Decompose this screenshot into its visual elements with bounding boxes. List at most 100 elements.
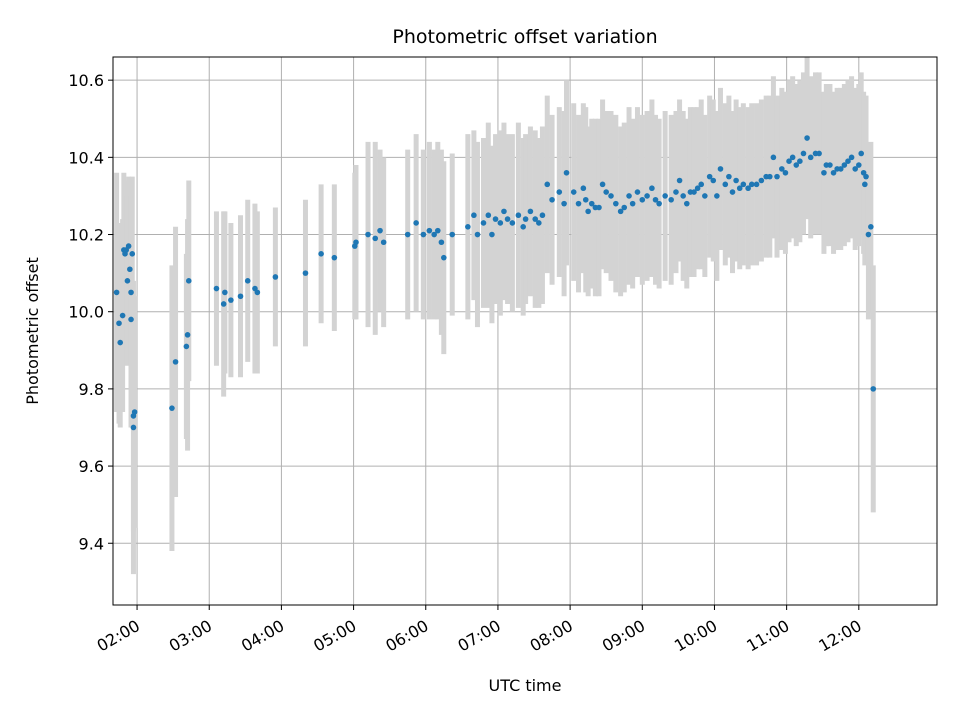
data-point [563,169,570,176]
y-tick-label: 10.0 [68,303,104,322]
data-point [837,166,844,172]
data-point [228,297,234,303]
data-point [426,227,433,234]
data-point [804,135,810,141]
data-point [471,212,477,219]
data-point [726,173,732,180]
data-point [789,154,796,161]
data-point [544,181,551,188]
data-point [753,181,760,188]
data-point [377,227,383,234]
data-point [497,220,504,226]
data-point [501,208,507,215]
data-point [509,220,516,226]
data-point [117,339,124,346]
data-point [717,166,724,172]
data-point [527,208,534,215]
data-point [492,216,499,222]
data-point [621,204,628,211]
data-point [683,200,690,207]
data-point [127,266,133,273]
y-tick-label: 9.8 [79,380,104,399]
data-point [485,212,492,219]
data-point [797,158,803,164]
data-point [520,224,526,230]
y-tick-label: 9.6 [79,457,104,476]
data-point [758,177,765,184]
data-point [782,169,789,176]
data-point [237,293,244,300]
data-point [124,278,131,284]
data-point [128,289,134,296]
data-point [680,193,686,199]
data-point [536,220,542,226]
data-point [779,166,785,172]
data-point [222,289,228,296]
data-point [740,181,747,188]
data-point [617,208,624,215]
data-point [575,200,582,207]
data-point [710,177,717,184]
data-point [353,239,359,246]
data-point [603,189,609,195]
data-point [128,316,134,323]
data-point [532,216,539,222]
data-point [698,181,705,188]
data-point [766,173,773,180]
y-tick-label: 10.4 [68,148,104,167]
plot-frame [112,56,938,606]
data-point [599,181,606,188]
data-point [821,169,827,176]
data-point [800,150,807,157]
data-point [856,162,862,168]
data-point [413,220,419,226]
data-point [185,278,192,284]
data-point [644,193,650,199]
data-point [570,189,577,195]
data-point [786,158,792,164]
data-point [629,200,636,207]
data-point [863,173,869,180]
data-point [131,409,138,415]
data-point [515,212,522,219]
data-point [441,254,447,261]
data-point [848,154,855,161]
data-point [827,162,833,168]
data-point [404,231,411,238]
data-point [465,224,471,230]
data-point [649,185,655,192]
chart-title: Photometric offset variation [392,26,657,48]
data-point [745,185,751,192]
data-point [113,289,120,296]
data-point [748,181,755,188]
data-point [434,227,441,234]
data-point [474,231,481,238]
data-point [183,343,190,350]
data-point [184,332,191,338]
data-point [480,220,487,226]
data-point [169,405,175,411]
data-point [714,193,720,199]
data-point [438,239,445,246]
data-point [539,212,546,219]
data-point [865,231,872,238]
data-point [582,196,589,203]
data-point [580,185,587,192]
data-point [119,312,126,319]
data-point [549,196,555,203]
data-point [774,173,780,180]
y-tick-label: 9.4 [79,534,104,553]
data-point [722,181,729,188]
data-point [830,169,837,176]
data-point [380,239,387,246]
data-point [130,424,137,431]
data-point [254,289,261,296]
data-point [626,193,632,199]
data-point [172,359,179,365]
data-point [691,189,697,195]
data-point [807,154,814,161]
y-tick-label: 10.6 [68,71,104,90]
data-points [113,135,877,431]
data-point [841,162,848,168]
